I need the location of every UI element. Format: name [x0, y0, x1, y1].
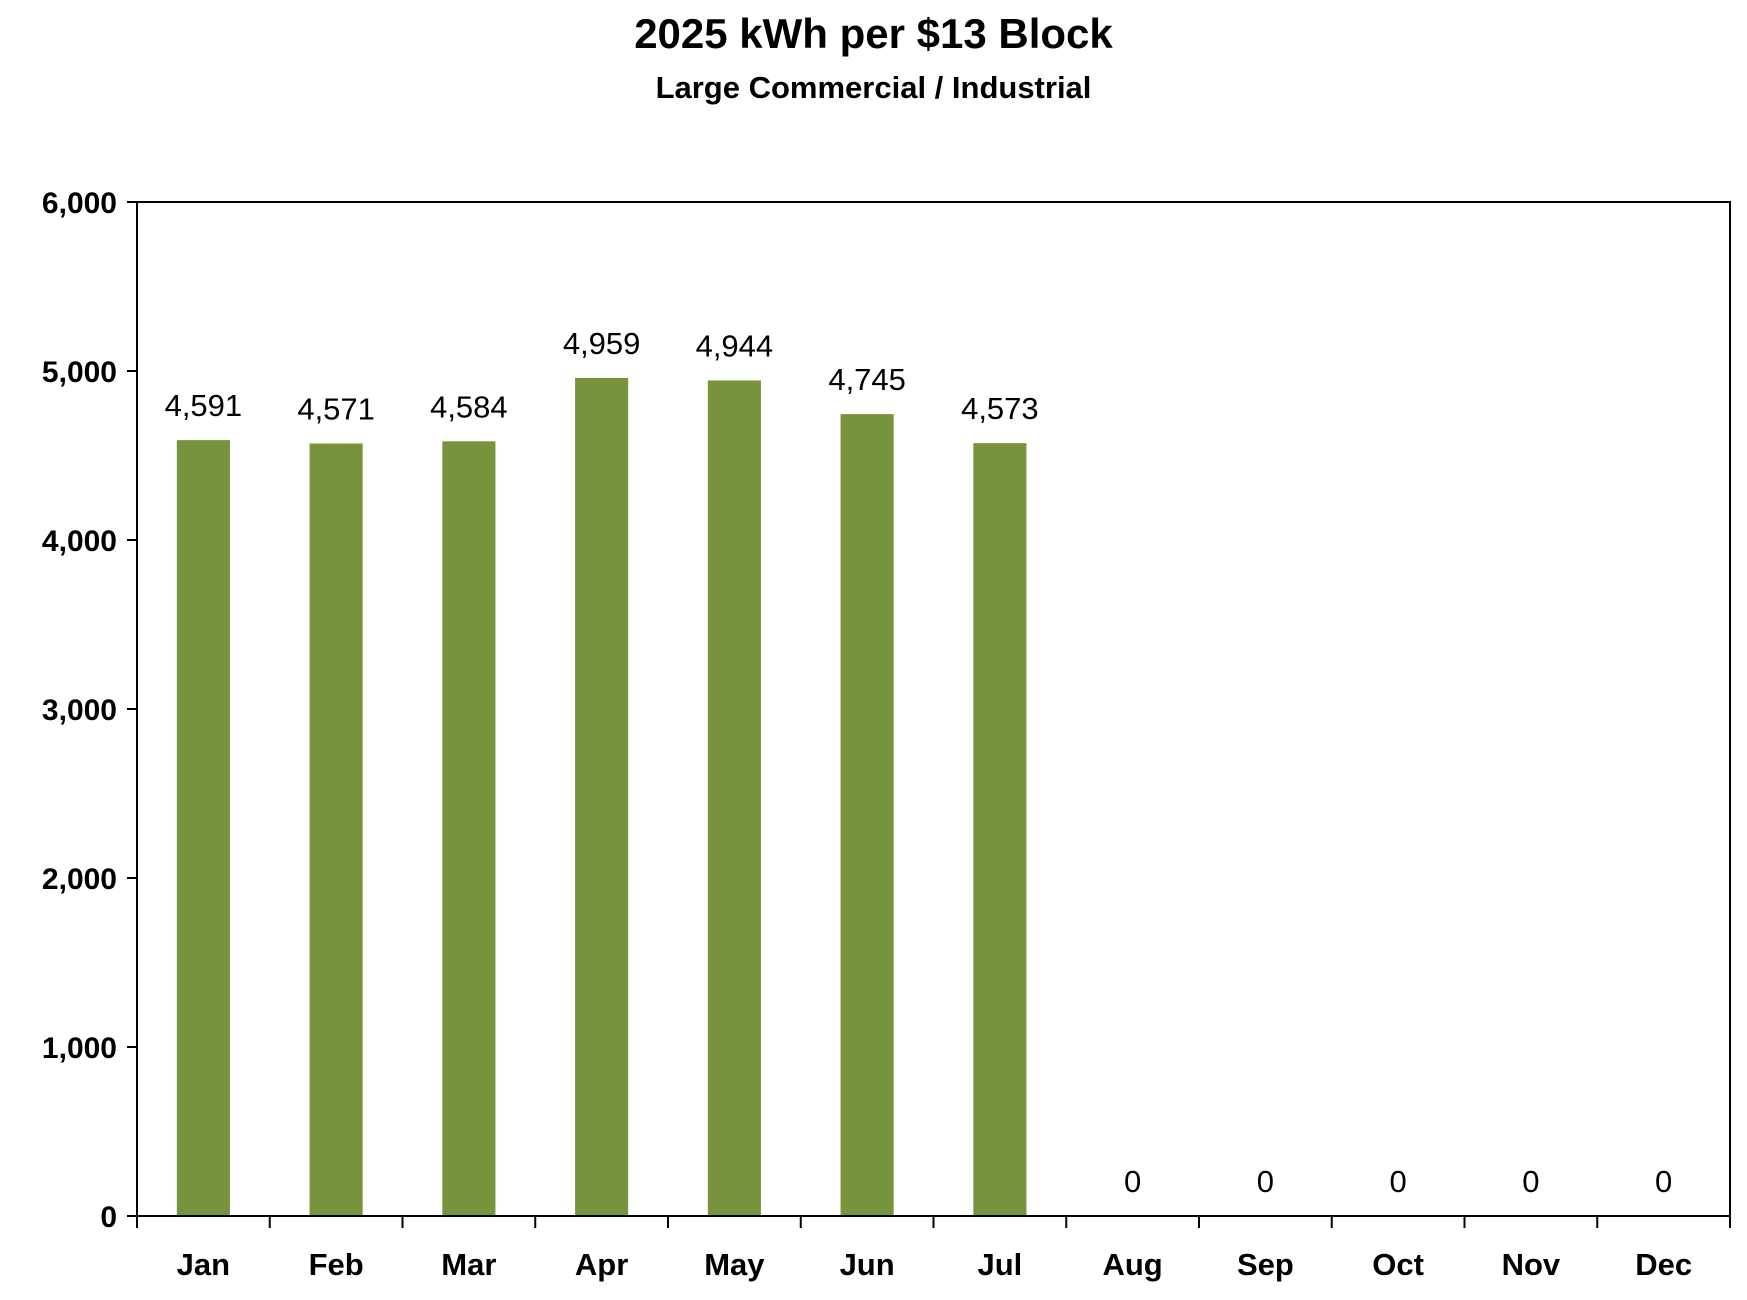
y-tick-label: 4,000	[42, 525, 117, 558]
bar	[309, 443, 363, 1217]
bar	[176, 440, 230, 1217]
x-tick-label: Aug	[1102, 1247, 1162, 1282]
x-tick-label: Oct	[1372, 1247, 1424, 1282]
data-label: 4,959	[563, 326, 641, 361]
x-tick-label: Sep	[1237, 1247, 1294, 1282]
data-label: 0	[1655, 1164, 1672, 1199]
x-tick-label: Apr	[575, 1247, 628, 1282]
y-tick-label: 5,000	[42, 356, 117, 389]
bar	[840, 414, 894, 1217]
y-tick-label: 3,000	[42, 694, 117, 727]
data-label: 4,571	[297, 392, 375, 427]
x-tick-label: Jul	[977, 1247, 1022, 1282]
plot-area-frame	[136, 201, 1731, 1217]
data-label: 4,944	[696, 328, 774, 363]
data-label: 4,745	[828, 362, 906, 397]
y-axis: 0 1,000 2,000 3,000 4,000 5,000 6,000	[42, 187, 137, 1234]
y-tick-label: 6,000	[42, 187, 117, 220]
bar	[575, 377, 629, 1217]
data-label: 4,591	[165, 388, 243, 423]
y-tick-label: 2,000	[42, 863, 117, 896]
data-label: 0	[1124, 1164, 1141, 1199]
data-labels: 4,591 4,571 4,584 4,959 4,944 4,745 4,573 0 0 0 0 0	[165, 326, 1673, 1199]
bar	[707, 380, 761, 1216]
x-tick-label: Nov	[1502, 1247, 1561, 1282]
bar	[442, 441, 496, 1217]
x-axis: Jan Feb Mar Apr May Jun Jul Aug Sep Oct Nov Dec	[136, 1216, 1731, 1282]
y-tick-label: 0	[100, 1201, 117, 1234]
chart-subtitle: Large Commercial / Industrial	[655, 70, 1092, 105]
x-tick-label: Jan	[177, 1247, 230, 1282]
x-tick-label: Feb	[309, 1247, 364, 1282]
chart-title: 2025 kWh per $13 Block	[634, 10, 1113, 57]
bar-series	[176, 377, 1027, 1217]
x-tick-label: Jun	[840, 1247, 895, 1282]
data-label: 4,584	[430, 389, 508, 424]
data-label: 0	[1257, 1164, 1274, 1199]
data-label: 0	[1390, 1164, 1407, 1199]
data-label: 0	[1522, 1164, 1539, 1199]
x-tick-label: Mar	[441, 1247, 496, 1282]
bar	[973, 443, 1027, 1217]
x-tick-label: Dec	[1635, 1247, 1692, 1282]
data-label: 4,573	[961, 391, 1039, 426]
x-tick-label: May	[704, 1247, 765, 1282]
y-tick-label: 1,000	[42, 1032, 117, 1065]
